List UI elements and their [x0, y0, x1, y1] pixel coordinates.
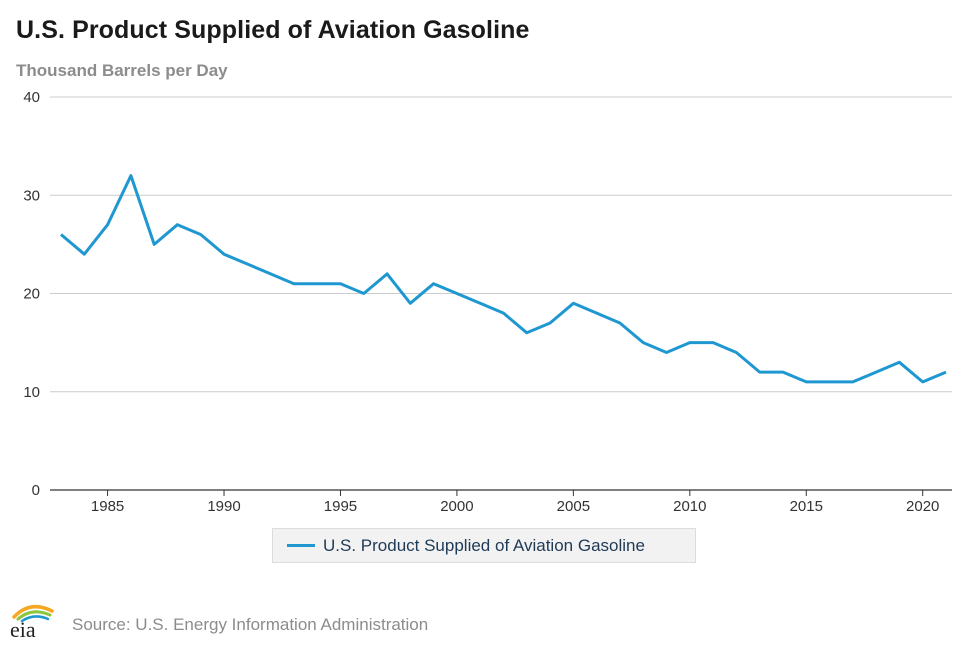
line-chart: 0 10 20 30 40 1985 1990 1995 2000 2005 2010 2015 20… [23, 89, 952, 515]
x-axis-ticks: 1985 1990 1995 2000 2005 2010 2015 2020 [91, 490, 939, 515]
y-axis-ticks: 0 10 20 30 40 [23, 89, 40, 499]
x-tick-label: 1990 [207, 498, 240, 515]
x-tick-label: 2020 [906, 498, 939, 515]
source-text: Source: U.S. Energy Information Administ… [72, 615, 429, 634]
series-line [60, 174, 947, 384]
x-tick-label: 2015 [790, 498, 823, 515]
y-tick-label: 40 [23, 89, 40, 106]
x-tick-label: 2000 [440, 498, 473, 515]
y-tick-label: 20 [23, 286, 40, 303]
legend-swatch [287, 544, 315, 547]
legend-label: U.S. Product Supplied of Aviation Gasoli… [323, 535, 645, 555]
x-tick-label: 1985 [91, 498, 124, 515]
x-tick-label: 2005 [557, 498, 590, 515]
grid-lines [50, 96, 952, 491]
x-tick-label: 1995 [324, 498, 357, 515]
eia-logo-icon: eia [10, 604, 54, 642]
eia-logo: eia [8, 602, 62, 642]
chart-subtitle: Thousand Barrels per Day [16, 61, 228, 80]
footer: eia Source: U.S. Energy Information Admi… [8, 602, 429, 642]
y-tick-label: 0 [32, 482, 40, 499]
legend[interactable]: U.S. Product Supplied of Aviation Gasoli… [272, 528, 696, 563]
y-tick-label: 30 [23, 187, 40, 204]
chart-title: U.S. Product Supplied of Aviation Gasoli… [16, 16, 530, 44]
y-tick-label: 10 [23, 384, 40, 401]
eia-logo-text: eia [10, 617, 36, 640]
x-tick-label: 2010 [673, 498, 706, 515]
